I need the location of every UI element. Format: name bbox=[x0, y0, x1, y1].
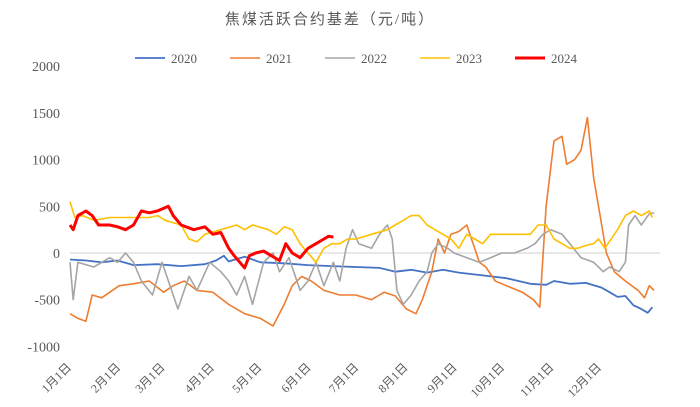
chart-title: 焦煤活跃合约基差（元/吨） bbox=[225, 11, 435, 28]
legend: 2020 2021 2022 2023 2024 bbox=[135, 51, 578, 66]
x-tick-label: 5月1日 bbox=[229, 360, 264, 395]
x-tick-label: 6月1日 bbox=[278, 360, 313, 395]
legend-label: 2021 bbox=[266, 51, 292, 66]
y-tick-label: 1000 bbox=[32, 154, 60, 169]
x-tick-label: 10月1日 bbox=[468, 360, 508, 400]
legend-item-2024: 2024 bbox=[515, 51, 578, 66]
series-line-2021 bbox=[69, 116, 655, 327]
y-tick-label: -1000 bbox=[27, 340, 60, 355]
x-tick-label: 8月1日 bbox=[375, 360, 410, 395]
y-tick-label: -500 bbox=[34, 294, 60, 309]
legend-label: 2022 bbox=[361, 51, 387, 66]
series-line-2023 bbox=[69, 201, 654, 264]
legend-item-2021: 2021 bbox=[230, 51, 292, 66]
x-axis: 1月1日 2月1日 3月1日 4月1日 5月1日 6月1日 7月1日 8月1日 9月1日 10月1… bbox=[39, 360, 604, 400]
legend-item-2023: 2023 bbox=[420, 51, 482, 66]
y-tick-label: 0 bbox=[53, 247, 60, 262]
x-tick-label: 4月1日 bbox=[182, 360, 217, 395]
legend-item-2020: 2020 bbox=[135, 51, 197, 66]
series-line-2024 bbox=[68, 204, 334, 270]
series-line-2022 bbox=[69, 212, 655, 310]
y-tick-label: 500 bbox=[39, 200, 60, 215]
series-group bbox=[68, 116, 655, 327]
y-tick-label: 2000 bbox=[32, 60, 60, 75]
x-tick-label: 11月1日 bbox=[517, 360, 556, 399]
legend-item-2022: 2022 bbox=[325, 51, 387, 66]
x-tick-label: 3月1日 bbox=[132, 360, 167, 395]
x-tick-label: 1月1日 bbox=[39, 360, 74, 395]
x-tick-label: 7月1日 bbox=[326, 360, 361, 395]
legend-label: 2020 bbox=[171, 51, 197, 66]
x-tick-label: 2月1日 bbox=[88, 360, 123, 395]
series-line-2020 bbox=[69, 254, 654, 314]
y-axis: 2000 1500 1000 500 0 -500 -1000 bbox=[27, 60, 60, 355]
x-tick-label: 9月1日 bbox=[424, 360, 459, 395]
legend-label: 2023 bbox=[456, 51, 482, 66]
legend-label: 2024 bbox=[551, 51, 578, 66]
x-tick-label: 12月1日 bbox=[565, 360, 605, 400]
y-tick-label: 1500 bbox=[32, 107, 60, 122]
